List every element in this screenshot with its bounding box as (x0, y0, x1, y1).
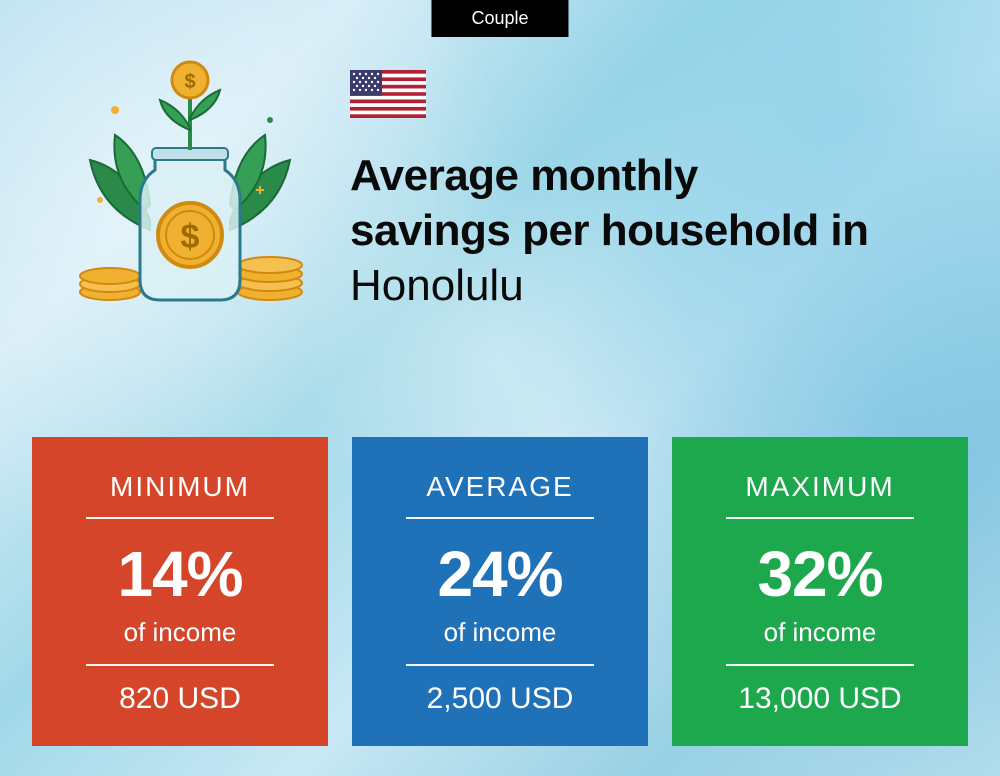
coin-stack-right-icon (238, 257, 302, 300)
card-percent: 32% (700, 537, 940, 611)
savings-jar-illustration: $ $ (60, 60, 320, 320)
divider (86, 664, 273, 666)
sparkle-icon (111, 106, 119, 114)
category-tab: Couple (431, 0, 568, 37)
usa-flag-icon (350, 70, 426, 118)
card-percent: 14% (60, 537, 300, 611)
title-block: Average monthly savings per household in… (350, 60, 869, 313)
divider (86, 517, 273, 519)
card-amount: 2,500 USD (380, 682, 620, 716)
card-average: AVERAGE 24% of income 2,500 USD (352, 437, 648, 746)
city-name: Honolulu (350, 258, 869, 313)
card-amount: 820 USD (60, 682, 300, 716)
stat-cards: MINIMUM 14% of income 820 USD AVERAGE 24… (32, 437, 968, 746)
title-line-2: savings per household in (350, 203, 869, 258)
card-sub: of income (380, 617, 620, 648)
card-label: MINIMUM (60, 471, 300, 503)
divider (406, 517, 593, 519)
card-sub: of income (700, 617, 940, 648)
card-amount: 13,000 USD (700, 682, 940, 716)
title-line-1: Average monthly (350, 148, 869, 203)
coin-stack-left-icon (80, 268, 140, 300)
card-label: AVERAGE (380, 471, 620, 503)
svg-text:$: $ (184, 71, 195, 93)
divider (726, 517, 913, 519)
card-sub: of income (60, 617, 300, 648)
card-percent: 24% (380, 537, 620, 611)
divider (726, 664, 913, 666)
svg-text:$: $ (181, 218, 200, 256)
card-label: MAXIMUM (700, 471, 940, 503)
divider (406, 664, 593, 666)
header: $ $ (60, 60, 940, 320)
tab-label: Couple (471, 8, 528, 28)
card-maximum: MAXIMUM 32% of income 13,000 USD (672, 437, 968, 746)
card-minimum: MINIMUM 14% of income 820 USD (32, 437, 328, 746)
